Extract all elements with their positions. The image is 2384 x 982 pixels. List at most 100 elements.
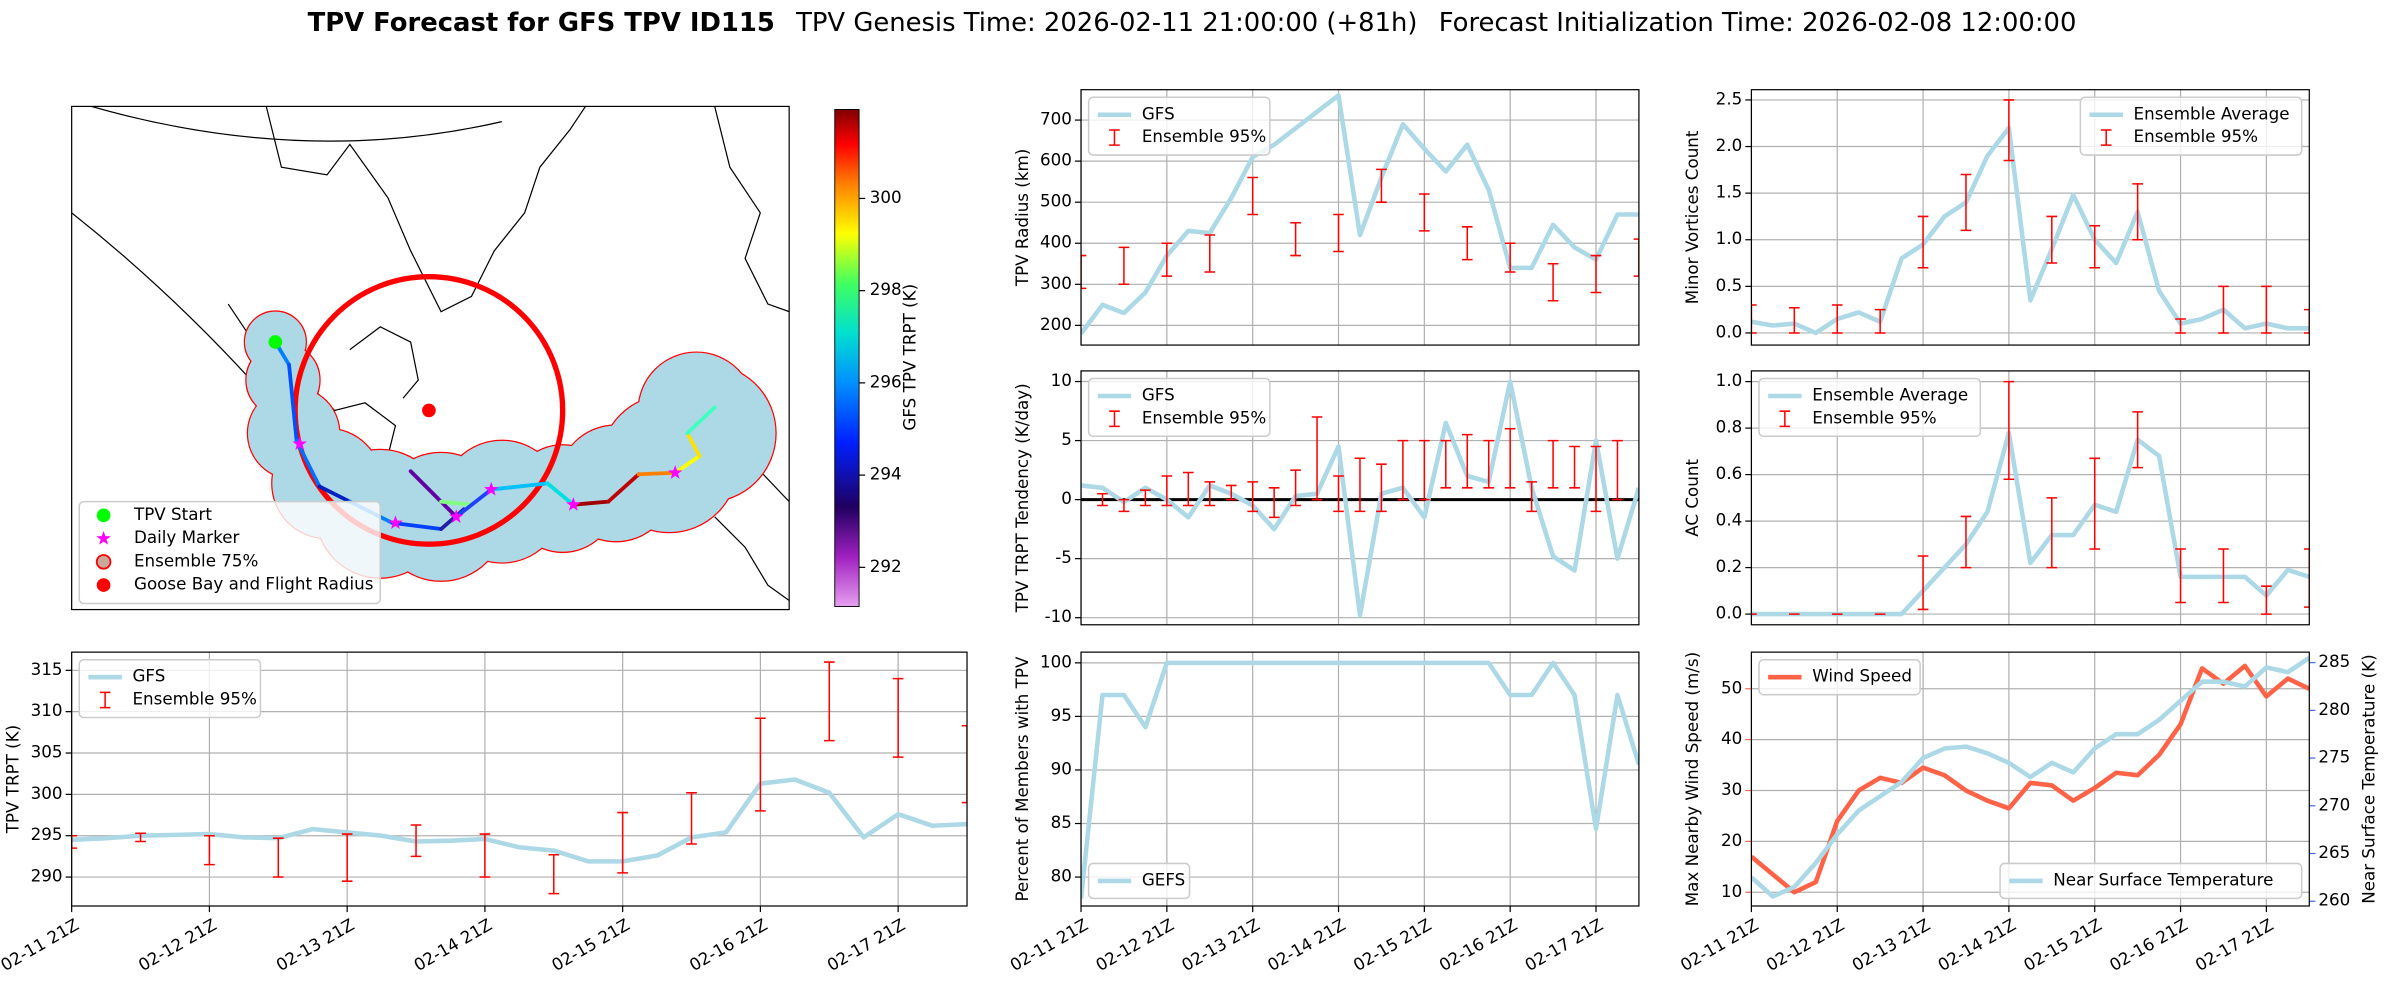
y-tick-label: 305 [31, 742, 63, 762]
daily-marker [667, 465, 683, 479]
y2-tick-label: 275 [2318, 747, 2350, 767]
error-bar [1182, 471, 1194, 507]
legend-label: GFS [132, 666, 165, 686]
error-bar [1376, 168, 1387, 203]
legend-errorbar [2100, 129, 2112, 146]
error-bar [1097, 492, 1108, 507]
y-tick-label: 85 [1051, 812, 1072, 832]
error-bar [1590, 445, 1602, 513]
legend-label: TPV Start [133, 504, 212, 524]
error-bar [2132, 411, 2143, 469]
error-bar [1788, 307, 1800, 334]
legend-label: Ensemble Average [1812, 384, 1968, 404]
y-axis-label: Max Nearby Wind Speed (m/s) [1682, 652, 1702, 906]
error-bar [1831, 304, 1843, 334]
error-bar [1960, 173, 1972, 232]
legend-errorbar [1109, 410, 1120, 428]
track-segment [545, 481, 576, 507]
error-bar [1397, 439, 1409, 501]
y2-tick-label: 285 [2318, 651, 2350, 671]
x-tick-label: 02-11 21Z [1677, 914, 1762, 975]
legend-label: Wind Speed [1812, 666, 1912, 686]
legend-label: Ensemble 95% [1812, 407, 1936, 427]
y-tick-label: 400 [1040, 232, 1072, 252]
error-bar [1917, 555, 1929, 611]
legend-box [1758, 377, 1982, 438]
y-tick-label: 295 [31, 824, 63, 844]
error-bar [823, 661, 835, 742]
error-bar [1247, 481, 1259, 513]
plot-frame [1750, 89, 2310, 346]
series-line [1751, 663, 2310, 895]
legend-label: Ensemble 95% [2134, 126, 2258, 146]
colorbar-label: GFS TPV TRPT (K) [899, 284, 919, 431]
x-tick-label: 02-17 21Z [2192, 914, 2277, 975]
x-tick-label: 02-14 21Z [1264, 914, 1349, 975]
plot-frame [71, 651, 968, 907]
legend-marker [96, 578, 111, 592]
error-bar [1547, 263, 1559, 302]
track-segment [439, 499, 474, 507]
track-segment [317, 484, 352, 504]
legend-label: Ensemble Average [2134, 103, 2290, 123]
legend-label: Ensemble 95% [1142, 126, 1266, 146]
error-bar [1874, 308, 1886, 334]
error-bar [1917, 215, 1929, 269]
y-tick-label: 0.0 [1716, 603, 1743, 623]
track-segment [571, 499, 611, 507]
y-axis-label: AC Count [1682, 459, 1702, 537]
error-bar [2089, 225, 2101, 269]
series-line [1751, 655, 2310, 899]
error-bar [2218, 285, 2229, 334]
x-tick-label: 02-11 21Z [1006, 914, 1091, 975]
track-segment [685, 431, 702, 458]
x-tick-label: 02-13 21Z [272, 914, 357, 975]
error-bar [1290, 221, 1301, 257]
y-tick-label: 0.6 [1716, 463, 1743, 483]
legend-errorbar [1779, 410, 1791, 428]
error-bar [204, 834, 215, 866]
y-tick-label: 600 [1040, 150, 1072, 170]
plot-frame [1080, 370, 1640, 626]
legend-label: GFS [1142, 103, 1175, 123]
y-tick-label: 0.0 [1716, 321, 1743, 341]
x-tick-label: 02-12 21Z [1092, 914, 1177, 975]
y2-tick-label: 270 [2318, 794, 2350, 814]
error-bar [2175, 548, 2186, 604]
ensemble-area [244, 311, 776, 581]
y-tick-label: 10 [1051, 370, 1072, 390]
x-tick-label: 02-17 21Z [823, 914, 908, 975]
legend-box [1087, 377, 1271, 438]
series-line [1081, 660, 1639, 899]
x-tick-label: 02-12 21Z [1763, 914, 1848, 975]
y-tick-label: 95 [1051, 705, 1072, 725]
error-bar [1419, 193, 1430, 232]
error-bar [1081, 254, 1087, 290]
y-axis-label: Percent of Members with TPV [1012, 656, 1032, 902]
error-bar [1204, 481, 1216, 507]
error-bar [1440, 439, 1452, 489]
y2-axis-label: Near Surface Temperature (K) [2359, 654, 2379, 903]
legend-label: Ensemble 95% [1142, 407, 1266, 427]
colorbar-tick-label: 296 [870, 371, 902, 391]
error-bar [1751, 304, 1757, 334]
track-segment [673, 454, 702, 475]
legend-label: GFS [1142, 384, 1175, 404]
error-bar [2261, 585, 2272, 615]
daily-marker [292, 436, 307, 450]
x-tick-label: 02-16 21Z [686, 914, 771, 975]
error-bar [1960, 515, 1972, 569]
error-bar [1161, 475, 1173, 507]
error-bar [1461, 226, 1473, 261]
legend-errorbar [99, 691, 111, 709]
x-tick-label: 02-17 21Z [1521, 914, 1606, 975]
error-bar [1225, 484, 1237, 501]
error-bar [1483, 439, 1495, 489]
error-bar [2132, 183, 2143, 241]
y-tick-label: 2.5 [1716, 88, 1743, 108]
y-tick-label: 5 [1061, 429, 1072, 449]
legend-box [1758, 658, 1921, 696]
legend-marker [96, 508, 111, 523]
legend-marker [95, 554, 112, 570]
error-bar [686, 791, 697, 845]
